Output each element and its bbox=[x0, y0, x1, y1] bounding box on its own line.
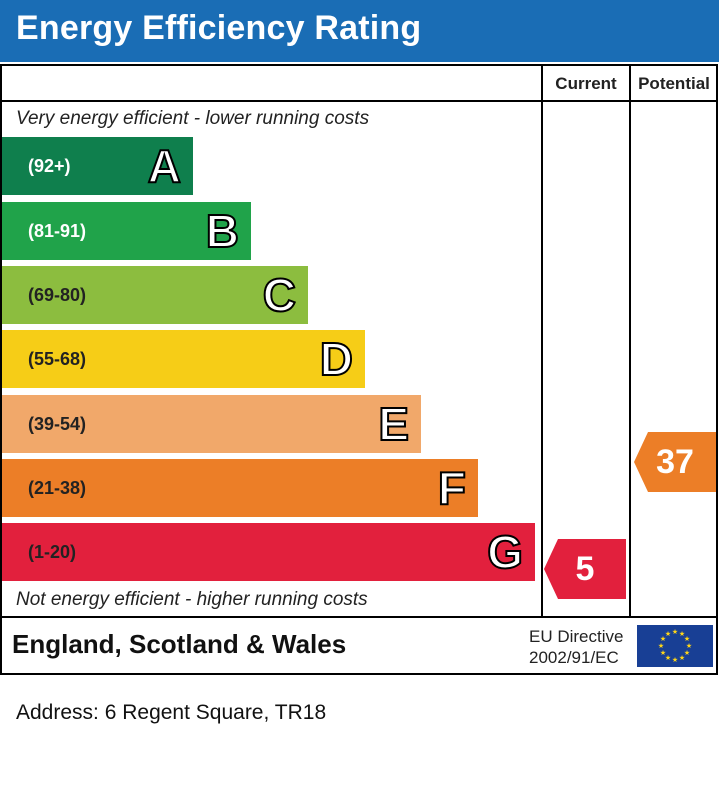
svg-text:★: ★ bbox=[665, 654, 671, 662]
svg-text:★: ★ bbox=[684, 649, 690, 657]
svg-text:★: ★ bbox=[660, 635, 666, 643]
potential-column-header: Potential bbox=[638, 74, 710, 93]
svg-text:★: ★ bbox=[672, 628, 678, 636]
potential-rating-arrow bbox=[634, 432, 716, 492]
top-note: Very energy efficient - lower running co… bbox=[16, 108, 370, 129]
current-column-header: Current bbox=[555, 74, 617, 93]
band-d: (55-68) D bbox=[2, 330, 365, 388]
svg-text:★: ★ bbox=[658, 642, 664, 650]
band-c-range: (69-80) bbox=[28, 285, 87, 305]
svg-text:★: ★ bbox=[672, 656, 678, 664]
svg-text:★: ★ bbox=[660, 649, 666, 657]
band-b-range: (81-91) bbox=[28, 221, 87, 241]
band-g: (1-20) G bbox=[2, 523, 535, 581]
address-line: Address: 6 Regent Square, TR18 bbox=[16, 701, 327, 724]
svg-text:★: ★ bbox=[684, 635, 690, 643]
header-bar: Energy Efficiency Rating bbox=[0, 0, 719, 62]
band-c: (69-80) C bbox=[2, 266, 308, 324]
band-g-letter: G bbox=[486, 525, 524, 579]
band-b-letter: B bbox=[205, 204, 240, 258]
page-title: Energy Efficiency Rating bbox=[16, 9, 422, 47]
potential-rating-value: 37 bbox=[656, 443, 694, 481]
band-e-range: (39-54) bbox=[28, 414, 87, 434]
band-e-letter: E bbox=[377, 397, 410, 451]
footer-divider bbox=[0, 616, 718, 618]
current-column-divider bbox=[541, 64, 543, 617]
region-label: England, Scotland & Wales bbox=[12, 629, 347, 659]
eu-directive-line2: 2002/91/EC bbox=[529, 648, 619, 667]
band-c-letter: C bbox=[262, 268, 297, 322]
rating-table bbox=[0, 64, 718, 675]
current-rating-arrow bbox=[544, 539, 626, 599]
eu-directive-line1: EU Directive bbox=[529, 627, 624, 646]
band-b: (81-91) B bbox=[2, 202, 251, 260]
band-e: (39-54) E bbox=[2, 395, 421, 453]
potential-column-divider bbox=[629, 64, 631, 617]
eu-flag-icon: ★ ★ ★ ★ ★ ★ ★ ★ ★ ★ ★ ★ bbox=[637, 625, 713, 667]
svg-text:★: ★ bbox=[686, 642, 692, 650]
band-d-range: (55-68) bbox=[28, 349, 87, 369]
band-f-range: (21-38) bbox=[28, 478, 87, 498]
band-a: (92+) A bbox=[2, 137, 193, 195]
band-d-letter: D bbox=[319, 332, 354, 386]
band-f: (21-38) F bbox=[2, 459, 478, 517]
bottom-note: Not energy efficient - higher running co… bbox=[16, 589, 368, 610]
band-f-letter: F bbox=[437, 461, 467, 515]
svg-text:★: ★ bbox=[665, 630, 671, 638]
header-divider bbox=[0, 100, 718, 102]
band-a-letter: A bbox=[147, 139, 182, 193]
band-a-range: (92+) bbox=[28, 156, 71, 176]
band-g-range: (1-20) bbox=[28, 542, 77, 562]
svg-text:★: ★ bbox=[679, 654, 685, 662]
current-rating-value: 5 bbox=[575, 550, 595, 588]
svg-text:★: ★ bbox=[679, 630, 685, 638]
